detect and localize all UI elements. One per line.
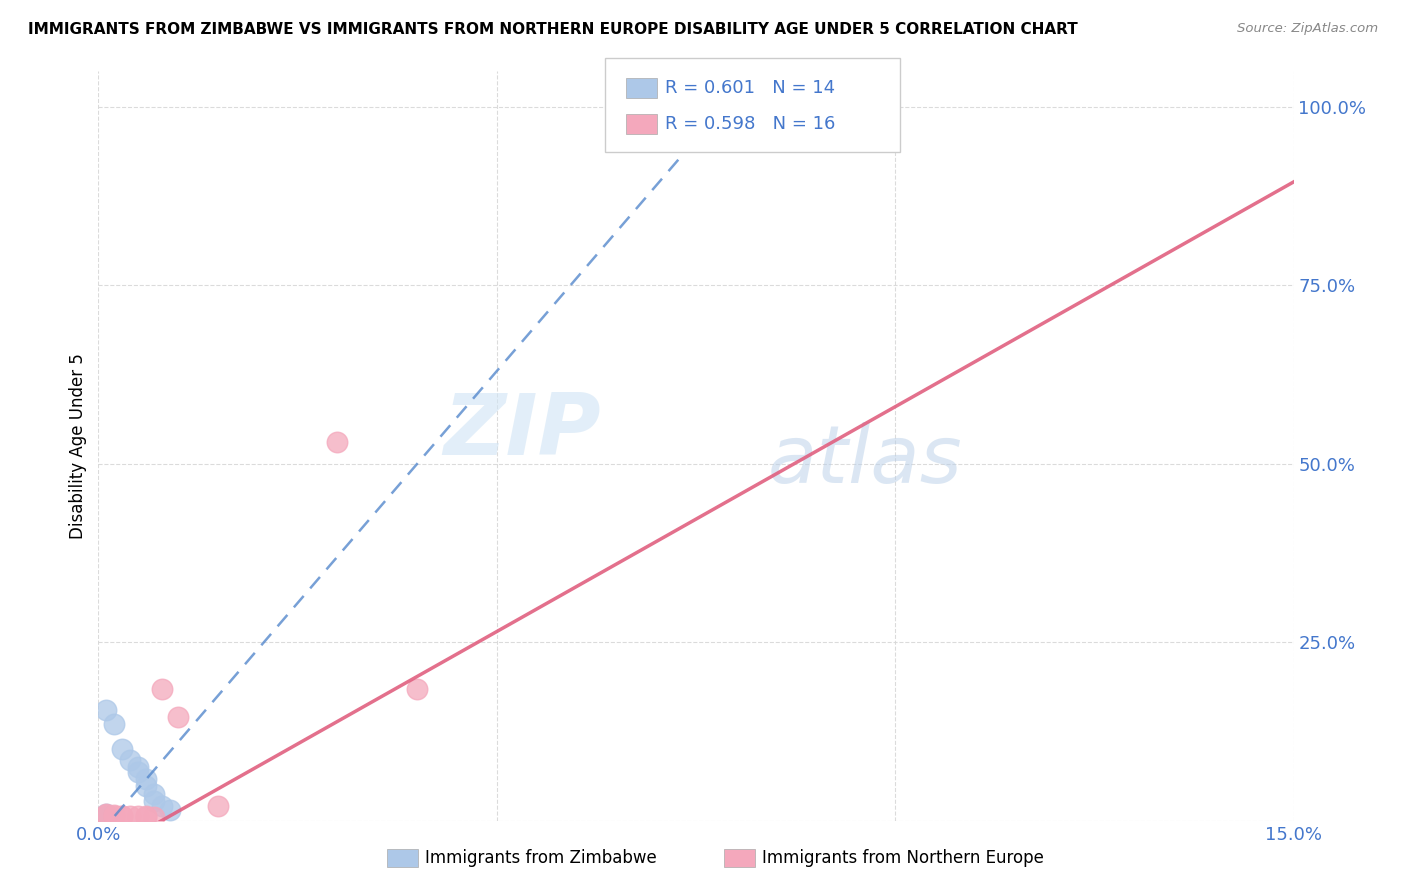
Point: [96, 703, 118, 717]
Point: [143, 794, 166, 808]
Point: [159, 803, 181, 817]
Point: [127, 760, 149, 774]
Point: [120, 809, 142, 823]
Point: [111, 742, 134, 756]
Y-axis label: Disability Age Under 5: Disability Age Under 5: [69, 353, 87, 539]
Point: [150, 799, 173, 814]
Text: ZIP: ZIP: [443, 390, 600, 473]
Text: atlas: atlas: [768, 422, 963, 500]
Text: R = 0.598   N = 16: R = 0.598 N = 16: [665, 115, 835, 133]
Point: [135, 809, 157, 823]
Point: [135, 780, 157, 794]
Point: [103, 808, 125, 822]
Point: [96, 810, 118, 824]
Point: [143, 787, 166, 801]
Point: [167, 710, 190, 724]
Point: [127, 809, 149, 823]
Point: [111, 808, 134, 822]
Point: [135, 772, 157, 787]
Text: Source: ZipAtlas.com: Source: ZipAtlas.com: [1237, 22, 1378, 36]
Text: Immigrants from Zimbabwe: Immigrants from Zimbabwe: [425, 849, 657, 867]
Point: [207, 799, 229, 814]
Point: [326, 435, 349, 450]
Point: [406, 681, 429, 696]
Point: [96, 806, 118, 821]
Point: [150, 681, 173, 696]
Point: [135, 810, 157, 824]
Point: [103, 717, 125, 731]
Point: [120, 753, 142, 767]
Text: R = 0.601   N = 14: R = 0.601 N = 14: [665, 79, 835, 97]
Point: [143, 810, 166, 824]
Point: [96, 806, 118, 821]
Point: [127, 765, 149, 780]
Point: [111, 808, 134, 822]
Point: [96, 808, 118, 822]
Text: Immigrants from Northern Europe: Immigrants from Northern Europe: [762, 849, 1043, 867]
Point: [103, 808, 125, 822]
Text: IMMIGRANTS FROM ZIMBABWE VS IMMIGRANTS FROM NORTHERN EUROPE DISABILITY AGE UNDER: IMMIGRANTS FROM ZIMBABWE VS IMMIGRANTS F…: [28, 22, 1078, 37]
